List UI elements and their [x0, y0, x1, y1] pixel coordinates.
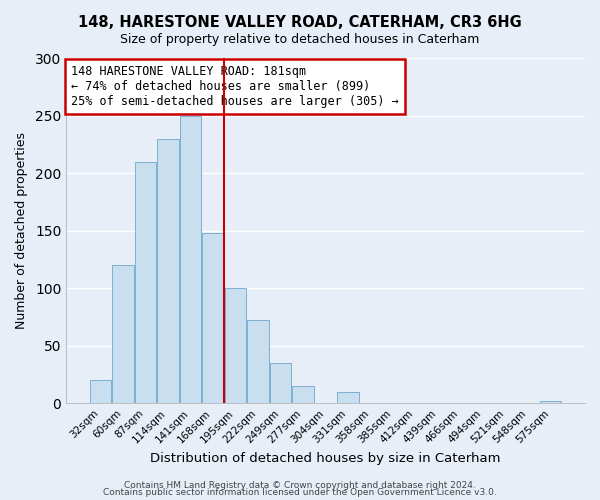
Bar: [225, 288, 246, 404]
Y-axis label: Number of detached properties: Number of detached properties: [15, 132, 28, 329]
Text: Contains public sector information licensed under the Open Government Licence v3: Contains public sector information licen…: [103, 488, 497, 497]
Bar: [135, 162, 156, 404]
Bar: [202, 233, 224, 404]
Bar: [180, 116, 201, 404]
Text: Contains HM Land Registry data © Crown copyright and database right 2024.: Contains HM Land Registry data © Crown c…: [124, 480, 476, 490]
Bar: [157, 138, 179, 404]
Bar: [247, 320, 269, 404]
Text: 148, HARESTONE VALLEY ROAD, CATERHAM, CR3 6HG: 148, HARESTONE VALLEY ROAD, CATERHAM, CR…: [78, 15, 522, 30]
Bar: [540, 401, 562, 404]
Bar: [292, 386, 314, 404]
Bar: [112, 265, 134, 404]
Bar: [90, 380, 111, 404]
Text: Size of property relative to detached houses in Caterham: Size of property relative to detached ho…: [121, 32, 479, 46]
Bar: [270, 363, 291, 404]
Text: 148 HARESTONE VALLEY ROAD: 181sqm
← 74% of detached houses are smaller (899)
25%: 148 HARESTONE VALLEY ROAD: 181sqm ← 74% …: [71, 65, 399, 108]
Bar: [337, 392, 359, 404]
X-axis label: Distribution of detached houses by size in Caterham: Distribution of detached houses by size …: [151, 452, 501, 465]
